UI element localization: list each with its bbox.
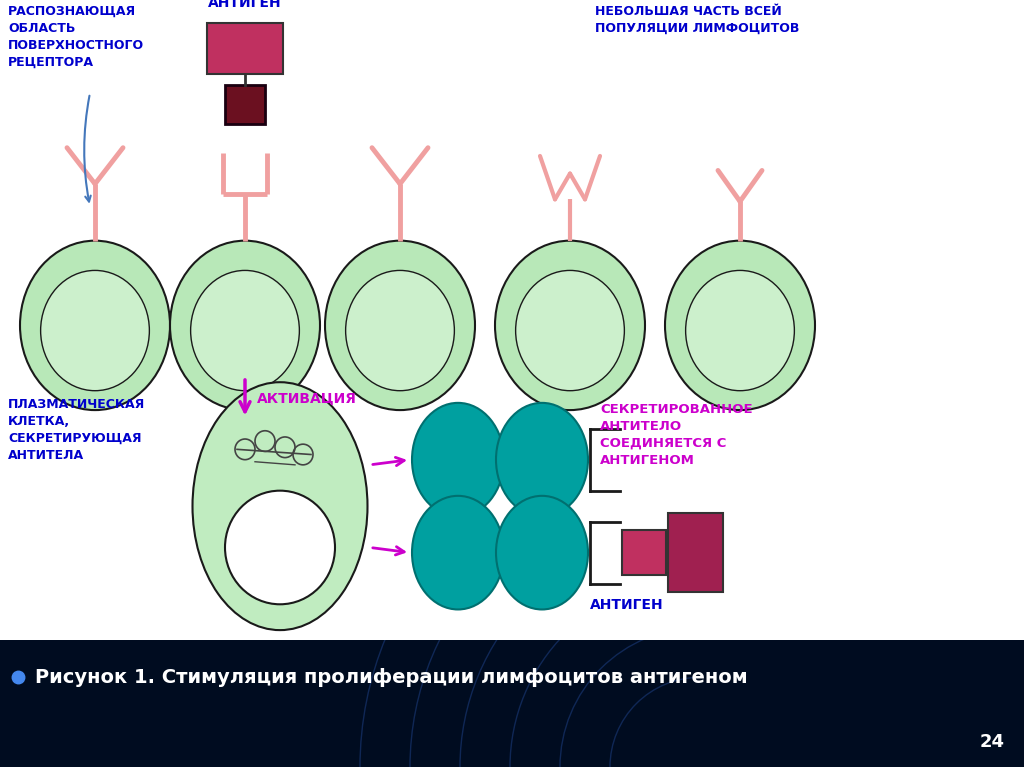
Ellipse shape <box>516 271 625 390</box>
FancyBboxPatch shape <box>207 23 283 74</box>
Ellipse shape <box>686 271 795 390</box>
Circle shape <box>225 491 335 604</box>
Text: АКТИВАЦИЯ: АКТИВАЦИЯ <box>257 390 357 405</box>
Ellipse shape <box>346 271 455 390</box>
Ellipse shape <box>170 241 319 410</box>
FancyBboxPatch shape <box>622 530 666 575</box>
Ellipse shape <box>665 241 815 410</box>
Ellipse shape <box>190 271 299 390</box>
Text: НЕБОЛЬШАЯ ЧАСТЬ ВСЕЙ
ПОПУЛЯЦИИ ЛИМФОЦИТОВ: НЕБОЛЬШАЯ ЧАСТЬ ВСЕЙ ПОПУЛЯЦИИ ЛИМФОЦИТО… <box>595 5 800 35</box>
Ellipse shape <box>496 495 588 610</box>
Ellipse shape <box>495 241 645 410</box>
Text: ПЛАЗМАТИЧЕСКАЯ
КЛЕТКА,
СЕКРЕТИРУЮЩАЯ
АНТИТЕЛА: ПЛАЗМАТИЧЕСКАЯ КЛЕТКА, СЕКРЕТИРУЮЩАЯ АНТ… <box>8 398 145 462</box>
FancyBboxPatch shape <box>668 513 723 592</box>
Ellipse shape <box>412 495 504 610</box>
Text: РАСПОЗНАЮЩАЯ
ОБЛАСТЬ
ПОВЕРХНОСТНОГО
РЕЦЕПТОРА: РАСПОЗНАЮЩАЯ ОБЛАСТЬ ПОВЕРХНОСТНОГО РЕЦЕ… <box>8 5 144 69</box>
Ellipse shape <box>41 271 150 390</box>
Ellipse shape <box>193 382 368 630</box>
Text: СЕКРЕТИРОВАННОЕ
АНТИТЕЛО
СОЕДИНЯЕТСЯ С
АНТИГЕНОМ: СЕКРЕТИРОВАННОЕ АНТИТЕЛО СОЕДИНЯЕТСЯ С А… <box>600 403 753 467</box>
Text: АНТИГЕН: АНТИГЕН <box>208 0 282 10</box>
Ellipse shape <box>325 241 475 410</box>
FancyBboxPatch shape <box>225 84 265 124</box>
Text: АНТИГЕН: АНТИГЕН <box>590 597 664 611</box>
Polygon shape <box>0 640 1024 767</box>
Text: Рисунок 1. Стимуляция пролиферации лимфоцитов антигеном: Рисунок 1. Стимуляция пролиферации лимфо… <box>35 668 748 686</box>
Ellipse shape <box>20 241 170 410</box>
Ellipse shape <box>496 403 588 516</box>
Text: 24: 24 <box>980 733 1005 751</box>
Ellipse shape <box>412 403 504 516</box>
